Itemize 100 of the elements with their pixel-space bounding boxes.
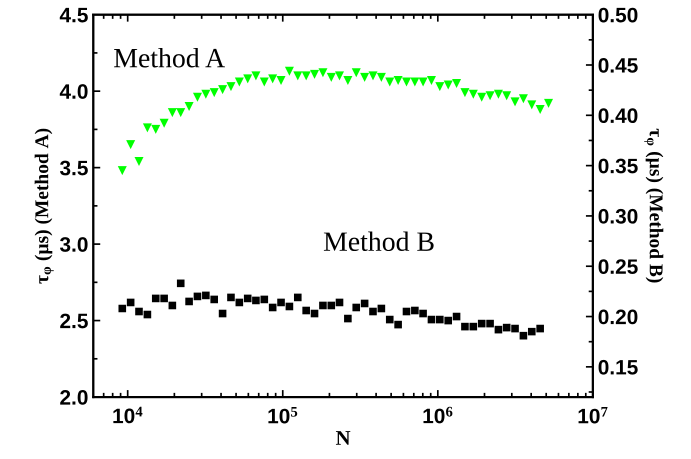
y-tick-label: 2.0 [60, 390, 88, 405]
point [376, 72, 386, 82]
point [352, 68, 361, 78]
y2-axis-title: τ$_{φ}$ (µs) (Method B) [644, 128, 664, 283]
point [336, 298, 344, 306]
point [218, 85, 228, 94]
point [544, 98, 554, 108]
point [302, 71, 311, 80]
point [494, 326, 502, 334]
point [327, 302, 336, 310]
point [435, 82, 444, 92]
point [168, 302, 176, 310]
point [502, 91, 512, 100]
point [252, 296, 260, 304]
point [518, 94, 528, 104]
point [152, 294, 160, 302]
point [118, 166, 127, 176]
point [243, 74, 252, 84]
point [360, 72, 370, 82]
annotation: Method A [114, 48, 225, 68]
point [360, 300, 368, 308]
point [528, 328, 536, 336]
point [394, 76, 403, 85]
point [194, 292, 202, 300]
point [460, 88, 470, 98]
point [118, 304, 126, 312]
point [452, 312, 460, 320]
point [428, 316, 436, 324]
point [176, 108, 186, 118]
y2-tick-label: 0.35 [598, 158, 638, 174]
y2-tick-label: 0.20 [598, 310, 638, 324]
point [260, 77, 269, 86]
y2-tick-label: 0.25 [598, 259, 638, 274]
x-tick-label: 10$^{5}$ [268, 406, 298, 424]
point [418, 77, 428, 86]
point [344, 314, 352, 322]
point [227, 294, 235, 302]
point [286, 302, 294, 310]
point [511, 324, 519, 332]
point [260, 296, 268, 304]
point [168, 108, 177, 118]
point [302, 306, 310, 314]
x-tick-label: 10$^{4}$ [113, 406, 142, 424]
point [202, 292, 210, 300]
y2-tick-label: 0.15 [598, 360, 638, 375]
point [520, 332, 528, 340]
point [244, 294, 252, 302]
point [510, 97, 520, 106]
point [419, 310, 427, 318]
point [536, 105, 545, 114]
point [319, 302, 327, 310]
point [226, 82, 236, 92]
point [402, 308, 410, 316]
point [436, 316, 444, 324]
point [293, 71, 302, 80]
y2-tick-label: 0.45 [598, 58, 638, 73]
point [310, 70, 320, 79]
point [444, 80, 453, 90]
point [426, 76, 436, 85]
y2-tick-label: 0.30 [598, 208, 638, 224]
point [126, 140, 136, 150]
point [251, 71, 260, 80]
point [411, 306, 419, 314]
y-tick-label: 3.0 [60, 237, 88, 252]
point [126, 298, 134, 306]
point [369, 308, 377, 316]
point [268, 74, 278, 84]
point [236, 298, 244, 306]
point [160, 294, 168, 302]
point [184, 102, 194, 111]
y-tick-label: 3.5 [60, 160, 88, 176]
point [210, 88, 219, 98]
y-tick-label: 4.5 [60, 8, 88, 22]
point [385, 77, 394, 86]
point [478, 320, 486, 328]
point [160, 118, 169, 128]
point [368, 71, 378, 80]
x-axis-title: N [336, 431, 350, 445]
point [352, 304, 360, 312]
point [192, 92, 202, 102]
point [151, 124, 160, 134]
y2-tick-label: 0.50 [598, 8, 638, 22]
point [527, 100, 536, 110]
point [318, 68, 328, 78]
point [452, 79, 462, 88]
point [410, 77, 420, 86]
point [477, 92, 486, 102]
y2-tick-label: 0.40 [598, 108, 638, 124]
point [486, 320, 494, 328]
point [494, 90, 503, 99]
point [378, 304, 386, 312]
point [234, 77, 244, 86]
point [343, 76, 352, 85]
point [394, 320, 402, 328]
point [201, 90, 210, 99]
point [444, 316, 452, 324]
y-tick-label: 2.5 [60, 314, 88, 328]
point [268, 304, 276, 312]
point [185, 298, 193, 306]
point [134, 157, 144, 166]
